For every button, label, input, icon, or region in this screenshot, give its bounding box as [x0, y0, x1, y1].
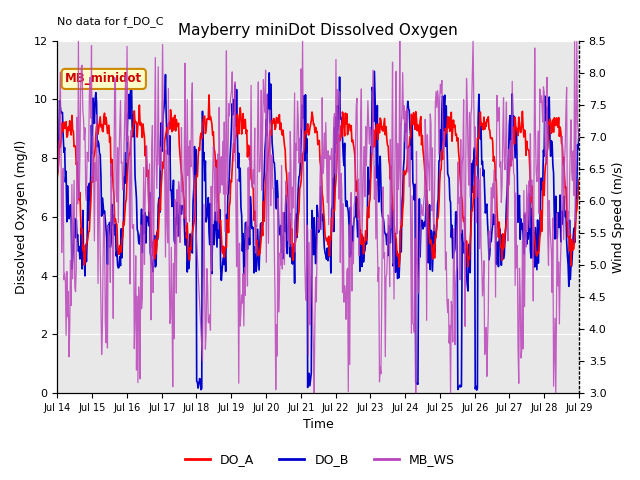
DO_B [371, 69, 378, 74]
MB_WS [117, 160, 125, 166]
DO_A [382, 124, 390, 130]
MB_WS [54, 131, 61, 136]
Y-axis label: Dissolved Oxygen (mg/l): Dissolved Oxygen (mg/l) [15, 140, 28, 294]
MB_WS [310, 390, 318, 396]
DO_B [575, 127, 583, 133]
Legend: DO_A, DO_B, MB_WS: DO_A, DO_B, MB_WS [180, 448, 460, 471]
DO_A [54, 173, 61, 179]
Title: Mayberry miniDot Dissolved Oxygen: Mayberry miniDot Dissolved Oxygen [179, 23, 458, 38]
Text: No data for f_DO_C: No data for f_DO_C [58, 16, 164, 26]
DO_A [575, 177, 583, 183]
DO_B [382, 232, 390, 238]
X-axis label: Time: Time [303, 419, 333, 432]
MB_WS [575, 138, 583, 144]
DO_A [205, 92, 213, 98]
Text: MB_minidot: MB_minidot [65, 72, 142, 85]
DO_B [54, 135, 61, 141]
MB_WS [75, 38, 83, 44]
DO_B [170, 177, 177, 183]
MB_WS [198, 343, 205, 349]
DO_A [116, 246, 124, 252]
Line: DO_B: DO_B [58, 72, 579, 390]
DO_A [197, 131, 205, 136]
Line: MB_WS: MB_WS [58, 41, 579, 393]
Y-axis label: Wind Speed (m/s): Wind Speed (m/s) [612, 161, 625, 273]
DO_B [197, 387, 205, 393]
MB_WS [398, 108, 406, 113]
DO_B [397, 249, 405, 255]
DO_A [63, 134, 70, 140]
DO_A [396, 264, 403, 270]
DO_A [170, 127, 177, 133]
MB_WS [63, 269, 70, 275]
MB_WS [383, 272, 390, 277]
DO_B [473, 387, 481, 393]
DO_B [116, 263, 124, 268]
DO_A [398, 223, 406, 229]
DO_B [63, 219, 70, 225]
MB_WS [170, 336, 178, 342]
Line: DO_A: DO_A [58, 95, 579, 267]
